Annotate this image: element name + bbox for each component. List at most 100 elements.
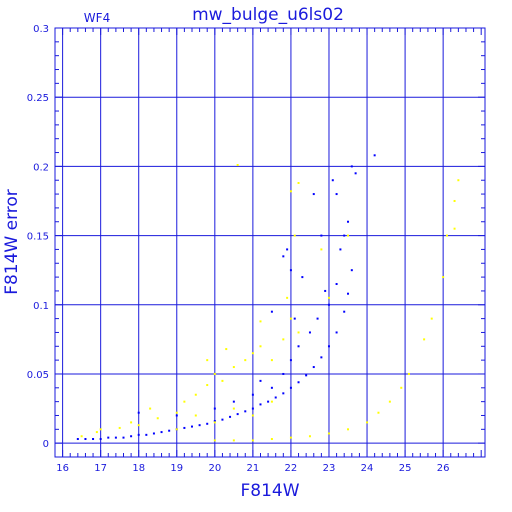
data-point xyxy=(343,234,346,237)
data-point xyxy=(312,366,315,369)
data-point xyxy=(175,411,178,414)
data-point xyxy=(331,179,334,182)
data-point xyxy=(232,366,235,369)
plot-frame xyxy=(54,27,486,458)
data-point xyxy=(335,331,338,334)
data-point xyxy=(99,428,102,431)
data-point xyxy=(267,400,270,403)
data-point xyxy=(293,317,296,320)
data-point xyxy=(259,403,262,406)
data-point xyxy=(407,372,410,375)
data-point xyxy=(232,407,235,410)
y-tick-label: 0.1 xyxy=(33,301,49,312)
data-point xyxy=(327,432,330,435)
data-point xyxy=(114,436,117,439)
data-point xyxy=(156,417,159,420)
data-point xyxy=(232,400,235,403)
data-point xyxy=(335,283,338,286)
data-point xyxy=(282,372,285,375)
data-point xyxy=(327,345,330,348)
x-tick-label: 20 xyxy=(208,463,221,474)
data-point xyxy=(251,439,254,442)
data-point xyxy=(118,426,121,429)
data-point xyxy=(213,407,216,410)
data-point xyxy=(453,227,456,230)
chart-title: mw_bulge_u6ls02 xyxy=(192,5,344,25)
data-point xyxy=(289,359,292,362)
data-point xyxy=(137,433,140,436)
data-point xyxy=(442,276,445,279)
data-point xyxy=(308,435,311,438)
data-point xyxy=(289,269,292,272)
data-point xyxy=(347,292,350,295)
data-point xyxy=(297,381,300,384)
data-point xyxy=(244,410,247,413)
data-point xyxy=(270,310,273,313)
data-point xyxy=(305,374,308,377)
data-point xyxy=(221,418,224,421)
data-point xyxy=(206,422,209,425)
y-tick-label: 0.2 xyxy=(33,162,49,173)
y-tick-label: 0 xyxy=(43,439,49,450)
data-point xyxy=(289,317,292,320)
data-point xyxy=(350,165,353,168)
data-point xyxy=(232,439,235,442)
data-point xyxy=(289,436,292,439)
data-point xyxy=(327,296,330,299)
data-point xyxy=(282,392,285,395)
data-point xyxy=(168,429,171,432)
data-point xyxy=(213,372,216,375)
data-point xyxy=(251,414,254,417)
data-point xyxy=(152,432,155,435)
x-tick-label: 22 xyxy=(285,463,298,474)
y-tick-label: 0.05 xyxy=(27,370,49,381)
data-point xyxy=(160,431,163,434)
data-point xyxy=(229,415,232,418)
x-tick-label: 19 xyxy=(170,463,183,474)
data-point xyxy=(347,234,350,237)
data-point xyxy=(130,435,133,438)
y-axis-label: F814W error xyxy=(2,189,22,295)
data-point xyxy=(183,400,186,403)
data-point xyxy=(301,276,304,279)
data-point xyxy=(270,359,273,362)
data-point xyxy=(320,234,323,237)
data-point xyxy=(221,379,224,382)
data-point xyxy=(149,407,152,410)
data-point xyxy=(286,296,289,299)
data-point xyxy=(377,411,380,414)
data-point xyxy=(107,436,110,439)
data-point xyxy=(259,320,262,323)
data-point xyxy=(183,426,186,429)
data-point xyxy=(282,338,285,341)
y-tick-label: 0.25 xyxy=(27,93,49,104)
x-tick-label: 25 xyxy=(399,463,412,474)
data-point xyxy=(366,421,369,424)
data-point xyxy=(320,248,323,251)
data-point xyxy=(84,438,87,441)
data-point xyxy=(259,345,262,348)
data-point xyxy=(175,414,178,417)
data-point xyxy=(445,234,448,237)
data-point xyxy=(259,379,262,382)
data-point xyxy=(194,414,197,417)
data-point xyxy=(213,439,216,442)
data-point xyxy=(324,289,327,292)
data-point xyxy=(251,352,254,355)
data-point xyxy=(430,317,433,320)
x-tick-label: 21 xyxy=(247,463,260,474)
data-point xyxy=(286,248,289,251)
x-tick-labels: 16 17 18 19 20 21 22 23 24 25 26 xyxy=(56,463,449,474)
data-point xyxy=(312,193,315,196)
data-point xyxy=(354,172,357,175)
data-point xyxy=(270,400,273,403)
data-point xyxy=(274,396,277,399)
data-points xyxy=(76,154,460,442)
data-point xyxy=(270,386,273,389)
data-point xyxy=(92,438,95,441)
y-tick-labels: 0 0.05 0.1 0.15 0.2 0.25 0.3 xyxy=(27,24,49,450)
data-point xyxy=(76,438,79,441)
data-point xyxy=(320,356,323,359)
data-point xyxy=(388,400,391,403)
data-point xyxy=(95,431,98,434)
